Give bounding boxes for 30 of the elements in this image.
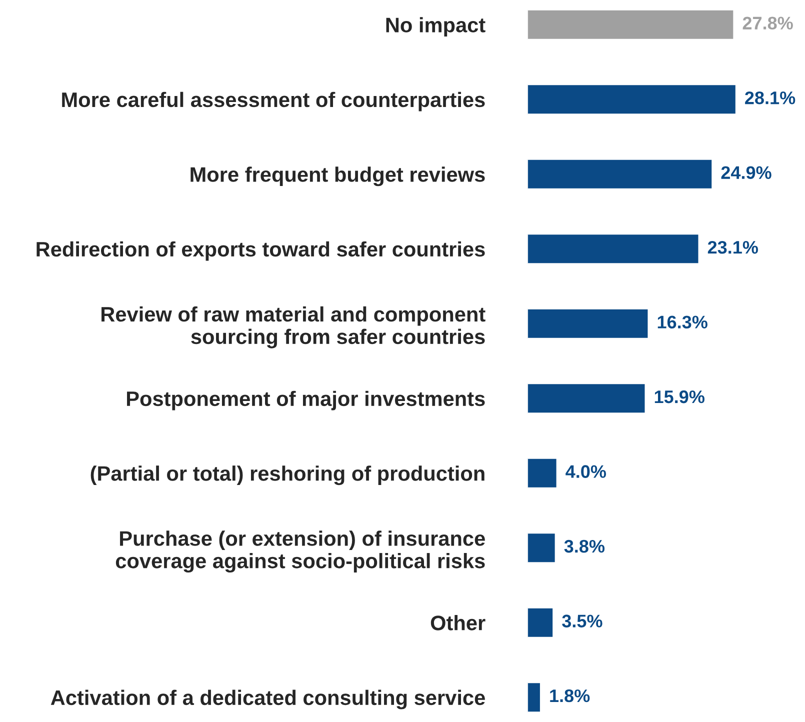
y-tick-label: Purchase (or extension) of insurance coverage against socio-political risks bbox=[116, 530, 485, 573]
y-tick-label: Review of raw material and component sourcing from safer countries bbox=[102, 306, 486, 348]
y-tick-label: (Partial or total) reshoring of production bbox=[90, 466, 484, 486]
y-tick-label: No impact bbox=[386, 17, 486, 37]
bar bbox=[527, 308, 650, 340]
bar bbox=[527, 84, 737, 116]
data-label: 23.1% bbox=[708, 240, 758, 254]
data-label: 27.8% bbox=[742, 16, 793, 30]
data-label: 28.1% bbox=[745, 91, 796, 104]
bar bbox=[527, 233, 700, 265]
data-label: 24.9% bbox=[721, 166, 772, 179]
y-tick-label: Postponement of major investments bbox=[127, 390, 485, 410]
bar bbox=[527, 9, 735, 40]
bar bbox=[527, 382, 646, 414]
data-label: 4.0% bbox=[566, 465, 606, 478]
y-tick-label: Other bbox=[430, 615, 486, 630]
bar bbox=[527, 532, 556, 564]
y-tick-label: More frequent budget reviews bbox=[190, 166, 485, 186]
y-tick-label: More careful assessment of counterparties bbox=[62, 92, 485, 112]
bar bbox=[527, 457, 558, 489]
data-label: 15.9% bbox=[654, 390, 704, 404]
data-label: 16.3% bbox=[658, 316, 708, 328]
bar bbox=[527, 682, 542, 713]
data-label: 1.8% bbox=[550, 689, 590, 702]
y-tick-label: Activation of a dedicated consulting service bbox=[50, 690, 485, 710]
y-tick-label: Redirection of exports toward safer countries bbox=[36, 241, 485, 261]
bar bbox=[527, 158, 714, 190]
data-label: 3.8% bbox=[564, 540, 605, 553]
data-label: 3.5% bbox=[562, 614, 602, 628]
bar bbox=[527, 606, 554, 638]
